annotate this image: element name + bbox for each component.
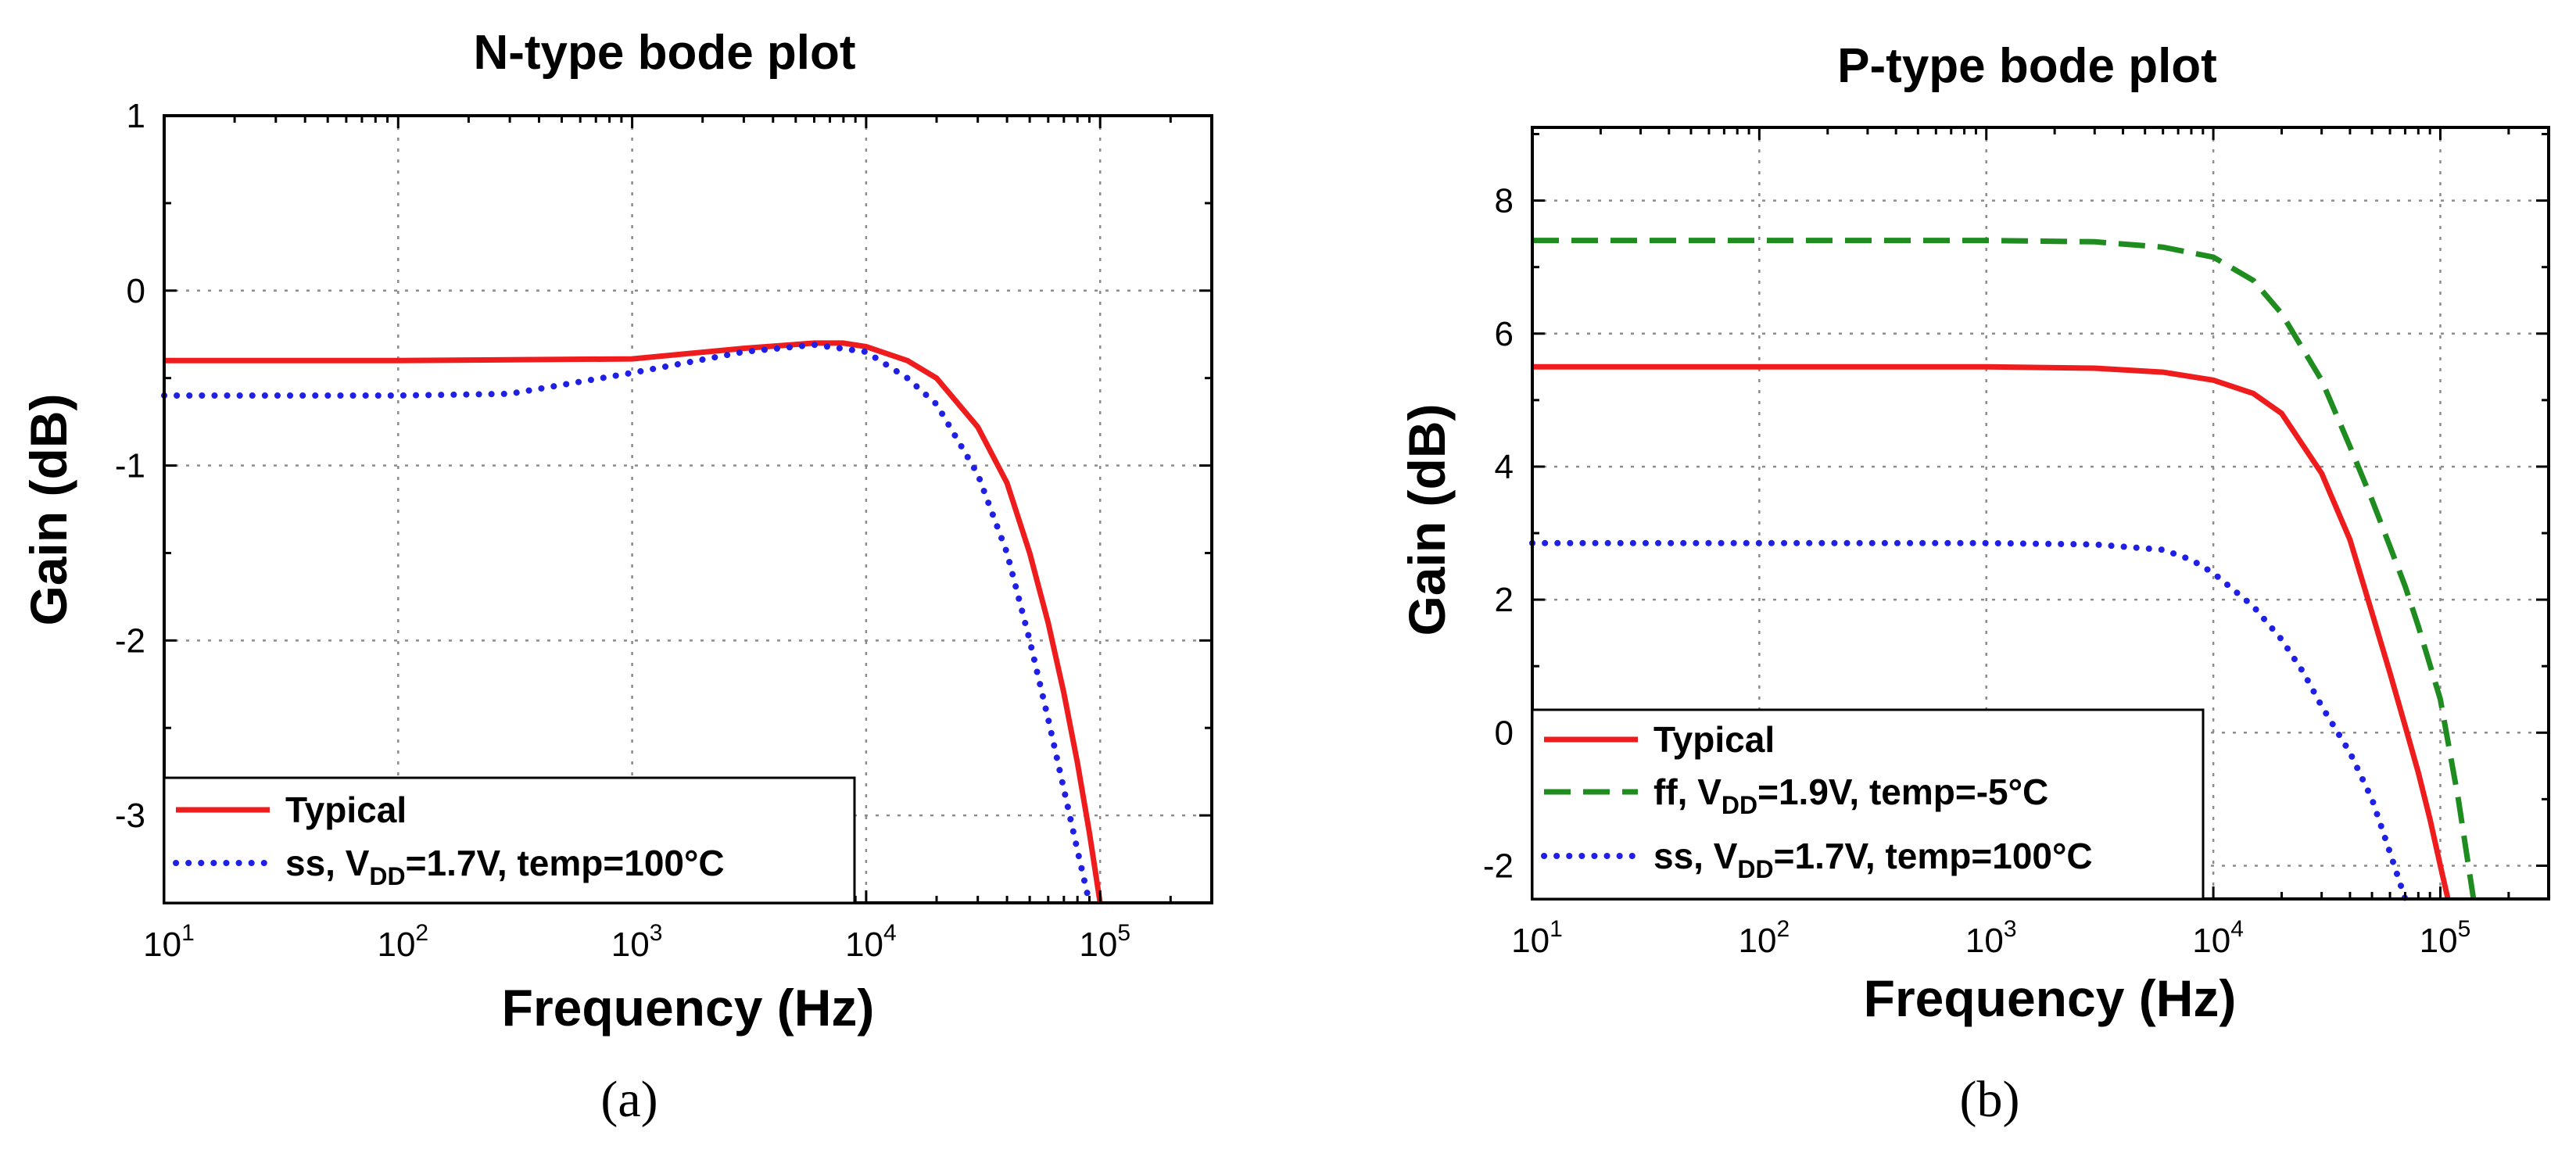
panel-a-x-tick-label: 103 <box>611 920 663 964</box>
panel-b-label: (b) <box>1960 1071 2020 1128</box>
panel-b-legend: Typical ff, VDD=1.9V, temp=-5°C ss, VDD=… <box>1531 708 2205 901</box>
panel-a-y-tick-label: 1 <box>127 97 145 135</box>
panel-b-x-tick-label: 104 <box>2192 916 2244 960</box>
panel-a-legend-label-ss: ss, VDD=1.7V, temp=100°C <box>285 843 725 890</box>
panel-a-legend-box <box>163 776 856 904</box>
panel-b-x-tick-label: 101 <box>1511 916 1563 960</box>
panel-a-y-tick-label: -3 <box>115 797 145 835</box>
panel-b-y-tick-label: 4 <box>1495 448 1514 486</box>
panel-b-legend-label-typical: Typical <box>1653 719 1775 760</box>
panel-b-y-tick-labels: -2 0 2 4 6 8 <box>1483 182 1514 886</box>
panel-b-x-tick-label: 102 <box>1739 916 1790 960</box>
panel-a-x-tick-label: 101 <box>143 920 195 964</box>
panel-a-legend-label-typical: Typical <box>285 790 407 830</box>
panel-b-legend-box <box>1531 708 2205 901</box>
panel-b-p-type-chart: P-type bode plot -2 0 2 4 6 8 101 102 10… <box>1398 39 2550 1128</box>
panel-b-y-tick-label: 6 <box>1495 315 1514 353</box>
panel-a-label: (a) <box>600 1071 657 1128</box>
panel-b-series <box>1529 238 2477 902</box>
panel-a-y-tick-labels: -3 -2 -1 0 1 <box>115 97 145 835</box>
panel-a-y-tick-label: -2 <box>115 621 145 660</box>
panel-b-legend-label-ff: ff, VDD=1.9V, temp=-5°C <box>1653 772 2048 819</box>
panel-b-x-tick-labels: 101 102 103 104 105 <box>1511 916 2470 960</box>
panel-b-series-ff-line <box>1532 238 2477 900</box>
panel-a-x-axis-label: Frequency (Hz) <box>502 979 875 1037</box>
panel-a-series <box>161 340 1103 906</box>
panel-a-n-type-chart: N-type bode plot -3 -2 -1 0 1 101 102 10… <box>20 26 1213 1128</box>
panel-b-x-tick-label: 103 <box>1965 916 2017 960</box>
panel-b-x-axis-label: Frequency (Hz) <box>1864 969 2237 1027</box>
panel-b-y-tick-label: 2 <box>1495 581 1514 619</box>
panel-a-y-axis-label: Gain (dB) <box>20 394 77 626</box>
panel-b-series-typical-line <box>1532 363 2451 900</box>
panel-a-title: N-type bode plot <box>473 26 855 80</box>
panel-a-x-tick-label: 105 <box>1079 920 1130 964</box>
panel-a-x-tick-label: 104 <box>845 920 897 964</box>
panel-b-x-tick-label: 105 <box>2420 916 2471 960</box>
panel-b-series-ss-line <box>1529 539 2409 902</box>
panel-a-x-tick-label: 102 <box>377 920 428 964</box>
panel-a-x-tick-labels: 101 102 103 104 105 <box>143 920 1130 964</box>
panel-a-y-tick-label: 0 <box>127 272 145 310</box>
panel-b-y-tick-label: 8 <box>1495 182 1514 220</box>
panel-a-y-tick-label: -1 <box>115 447 145 485</box>
panel-b-y-tick-label: -2 <box>1483 847 1514 885</box>
panel-b-y-tick-label: 0 <box>1495 714 1514 752</box>
panel-a-legend: Typical ss, VDD=1.7V, temp=100°C <box>163 776 856 904</box>
panel-b-title: P-type bode plot <box>1837 39 2217 93</box>
panel-b-y-axis-label: Gain (dB) <box>1398 404 1456 636</box>
panel-b-legend-label-ss: ss, VDD=1.7V, temp=100°C <box>1653 836 2093 883</box>
panel-a-series-typical-line <box>164 340 1103 904</box>
